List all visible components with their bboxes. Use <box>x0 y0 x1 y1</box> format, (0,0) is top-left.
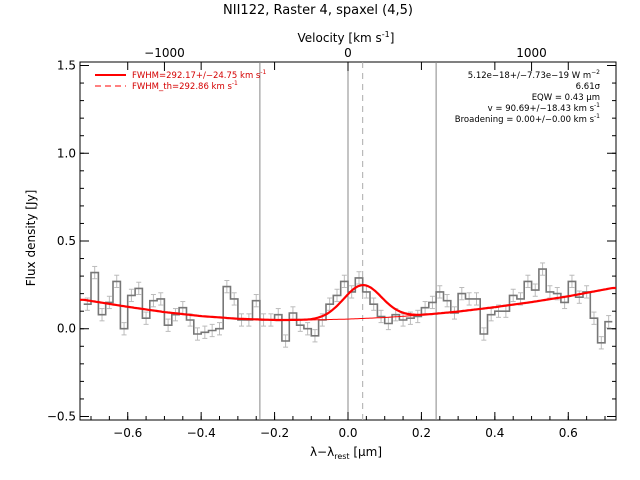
x-tick-label-1: −0.4 <box>187 426 216 440</box>
plot-area: −0.6 −0.4 −0.2 0.0 0.2 0.4 0.6 −1000 0 1000 −0.5 0.… <box>47 46 617 440</box>
stat-sigma: 6.61σ <box>576 82 601 92</box>
top-tick-label-0: −1000 <box>144 46 185 60</box>
spectrum-histogram <box>83 268 613 344</box>
x-tick-label-5: 0.4 <box>485 426 504 440</box>
legend-entry-fwhm: FWHM=292.17+/−24.75 km s-1 <box>132 69 267 81</box>
legend-entry-fwhm-th: FWHM_th=292.86 km s-1 <box>132 80 238 92</box>
y-tick-label-3: 1.0 <box>57 146 76 160</box>
chart-title: NII122, Raster 4, spaxel (4,5) <box>223 3 413 18</box>
x-axis-label: λ−λrest [μm] <box>310 445 382 461</box>
x-tick-label-0: −0.6 <box>113 426 142 440</box>
y-axis-label: Flux density [Jy] <box>24 190 38 287</box>
fit-line <box>80 283 616 322</box>
y-tick-label-1: 0.0 <box>57 322 76 336</box>
legend: FWHM=292.17+/−24.75 km s-1 FWHM_th=292.8… <box>95 69 267 92</box>
stat-flux: 5.12e−18+/−7.73e−19 W m−2 <box>468 69 600 81</box>
y-tick-label-2: 0.5 <box>57 234 76 248</box>
stat-broadening: Broadening = 0.00+/−0.00 km s-1 <box>455 113 600 125</box>
top-tick-label-2: 1000 <box>516 46 547 60</box>
y-tick-label-4: 1.5 <box>57 59 76 73</box>
stat-eqw: EQW = 0.43 μm <box>532 93 600 103</box>
top-tick-label-1: 0 <box>344 46 352 60</box>
top-axis-label: Velocity [km s-1] <box>298 30 395 45</box>
x-tick-label-2: −0.2 <box>260 426 289 440</box>
x-tick-label-6: 0.6 <box>559 426 578 440</box>
fit-statistics: 5.12e−18+/−7.73e−19 W m−2 6.61σ EQW = 0.… <box>455 69 601 125</box>
stat-velocity: v = 90.69+/−18.43 km s-1 <box>488 102 601 114</box>
y-tick-label-0: −0.5 <box>47 409 76 423</box>
x-tick-label-4: 0.2 <box>412 426 431 440</box>
x-tick-label-3: 0.0 <box>338 426 357 440</box>
